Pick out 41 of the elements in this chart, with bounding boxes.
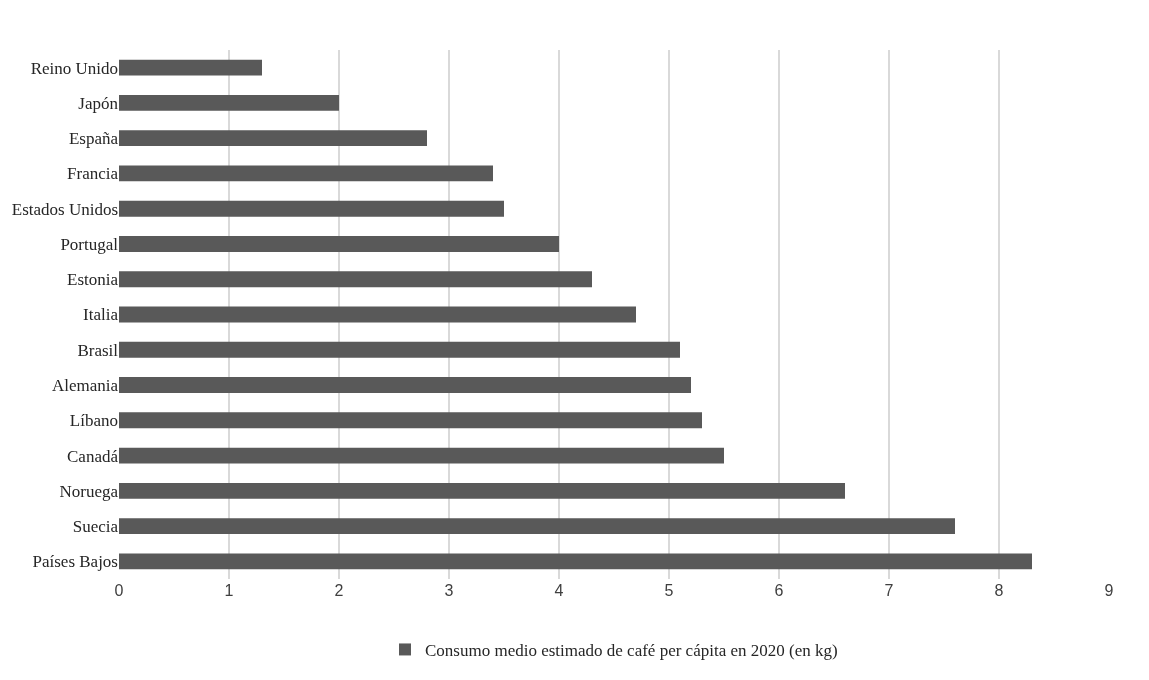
y-tick-label: Estados Unidos bbox=[11, 199, 118, 219]
bar bbox=[119, 59, 262, 76]
bar bbox=[119, 306, 636, 323]
y-tick-label: Portugal bbox=[60, 234, 119, 254]
legend-label: Consumo medio estimado de café per cápita en 2020 (en kg) bbox=[425, 641, 838, 661]
y-tick-label: Italia bbox=[83, 305, 119, 325]
bar bbox=[119, 412, 702, 429]
bar bbox=[119, 165, 493, 182]
y-tick-label: Brasil bbox=[77, 340, 119, 360]
x-tick-label: 4 bbox=[554, 582, 564, 599]
bar bbox=[119, 130, 427, 147]
x-tick-label: 6 bbox=[774, 582, 784, 599]
y-tick-label: Noruega bbox=[59, 481, 119, 501]
y-tick-label: Líbano bbox=[69, 411, 118, 431]
bar bbox=[119, 447, 724, 464]
bar bbox=[119, 271, 592, 288]
y-tick-label: Países Bajos bbox=[32, 552, 118, 572]
bar bbox=[119, 341, 680, 358]
y-tick-label: España bbox=[68, 129, 119, 149]
x-tick-label: 2 bbox=[334, 582, 344, 599]
bar bbox=[119, 377, 691, 393]
x-tick-label: 0 bbox=[114, 582, 124, 599]
x-tick-label: 1 bbox=[224, 582, 234, 599]
bar bbox=[119, 236, 559, 252]
y-tick-label: Alemania bbox=[51, 375, 119, 395]
x-tick-label: 9 bbox=[1104, 582, 1114, 599]
y-tick-label: Estonia bbox=[67, 270, 119, 290]
y-tick-label: Canadá bbox=[67, 446, 119, 466]
x-tick-label: 3 bbox=[444, 582, 454, 599]
y-tick-label: Japón bbox=[78, 93, 119, 113]
bar bbox=[119, 482, 845, 499]
x-tick-label: 5 bbox=[664, 582, 674, 599]
y-tick-label: Suecia bbox=[72, 517, 119, 537]
y-tick-label: Francia bbox=[67, 164, 119, 184]
y-tick-label: Reino Unido bbox=[30, 58, 118, 78]
x-tick-label: 8 bbox=[994, 582, 1004, 599]
bar bbox=[119, 553, 1032, 570]
x-tick-label: 7 bbox=[884, 582, 894, 599]
bar bbox=[119, 94, 339, 111]
bar bbox=[119, 518, 955, 535]
bar bbox=[119, 200, 504, 217]
